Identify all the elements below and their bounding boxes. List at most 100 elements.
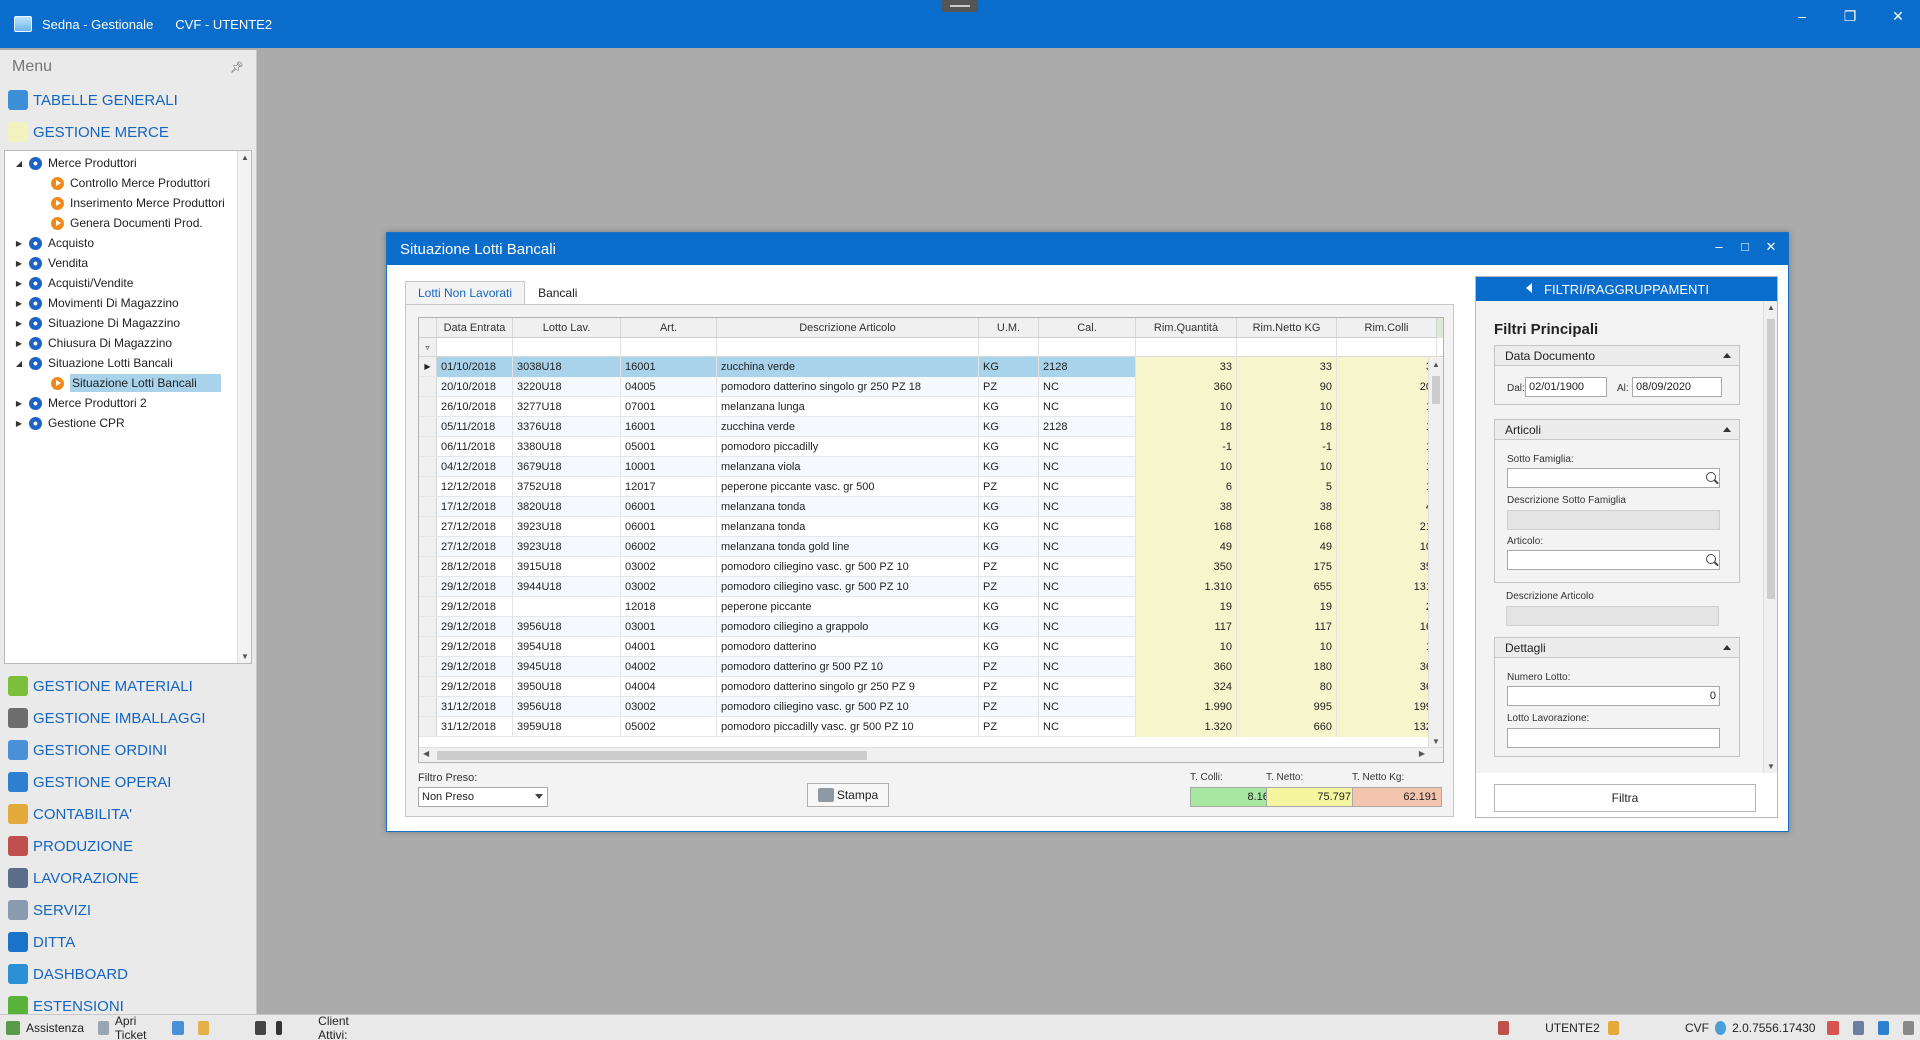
row-indicator[interactable] [419, 497, 437, 516]
collapse-up-icon[interactable] [1723, 645, 1731, 650]
assistenza-button[interactable]: Assistenza [6, 1020, 84, 1035]
calendar-alert-icon[interactable] [1827, 1020, 1839, 1035]
table-row[interactable]: 29/12/2018 3944U18 03002 pomodoro ciliegino… [419, 577, 1443, 597]
filter-cell[interactable] [979, 338, 1039, 357]
drag-handle-icon[interactable] [942, 0, 978, 12]
section-produzione[interactable]: PRODUZIONE [0, 830, 256, 862]
column-header-rim-colli[interactable]: Rim.Colli [1337, 318, 1437, 338]
expand-arrow-icon[interactable]: ▶ [15, 298, 23, 308]
current-row-icon[interactable]: ▶ [419, 357, 437, 376]
numero-lotto-input[interactable]: 0 [1507, 686, 1720, 706]
scroll-up-icon[interactable]: ▲ [1767, 303, 1775, 312]
table-row[interactable]: 28/12/2018 3915U18 03002 pomodoro ciliegino… [419, 557, 1443, 577]
column-header-lotto-lav[interactable]: Lotto Lav. [513, 318, 621, 338]
grid-scroll-right-icon[interactable]: ▶ [1418, 749, 1425, 758]
section-dashboard[interactable]: DASHBOARD [0, 958, 256, 990]
table-row[interactable]: 29/12/2018 12018 peperone piccante KG NC 19 19… [419, 597, 1443, 617]
collapse-up-icon[interactable] [1723, 427, 1731, 432]
table-row[interactable]: 04/12/2018 3679U18 10001 melanzana viola KG N… [419, 457, 1443, 477]
table-row[interactable]: 12/12/2018 3752U18 12017 peperone piccante … [419, 477, 1443, 497]
column-header-descrizione-articolo[interactable]: Descrizione Articolo [717, 318, 979, 338]
row-indicator[interactable] [419, 517, 437, 536]
mobile-icon[interactable] [275, 1020, 283, 1035]
group-dettagli-header[interactable]: Dettagli [1495, 638, 1739, 658]
collapse-left-icon[interactable] [1526, 283, 1532, 293]
filters-header[interactable]: FILTRI/RAGGRUPPAMENTI [1476, 277, 1777, 301]
table-row[interactable]: 27/12/2018 3923U18 06002 melanzana tonda go… [419, 537, 1443, 557]
section-estensioni[interactable]: ESTENSIONI [0, 990, 256, 1022]
row-indicator[interactable] [419, 377, 437, 396]
row-indicator[interactable] [419, 537, 437, 556]
column-header-art[interactable]: Art. [621, 318, 717, 338]
column-header-u-m[interactable]: U.M. [979, 318, 1039, 338]
row-indicator[interactable] [419, 437, 437, 456]
scroll-down-icon[interactable]: ▼ [241, 652, 249, 661]
section-gestione-operai[interactable]: GESTIONE OPERAI [0, 766, 256, 798]
settings-icon[interactable] [1902, 1020, 1914, 1035]
column-header-data-entrata[interactable]: Data Entrata [437, 318, 513, 338]
search-icon[interactable] [1706, 472, 1716, 482]
filter-cell[interactable] [1039, 338, 1136, 357]
table-row[interactable]: 29/12/2018 3950U18 04004 pomodoro datterino… [419, 677, 1443, 697]
row-indicator[interactable] [419, 657, 437, 676]
apri-ticket-button[interactable]: Apri Ticket [98, 1014, 158, 1040]
table-row[interactable]: ▶ 01/10/2018 3038U18 16001 zucchina verde KG 2… [419, 357, 1443, 377]
lotto-lavorazione-input[interactable] [1507, 728, 1720, 748]
tree-item-situazione-di-magazzino[interactable]: ▶ Situazione Di Magazzino [5, 313, 251, 333]
dialog-minimize-icon[interactable]: – [1715, 239, 1723, 254]
section-servizi[interactable]: SERVIZI [0, 894, 256, 926]
expand-arrow-icon[interactable]: ▶ [15, 398, 23, 408]
filtra-button[interactable]: Filtra [1494, 784, 1756, 812]
tree-item-controllo-merce-produttori[interactable]: Controllo Merce Produttori [5, 173, 251, 193]
table-row[interactable]: 06/11/2018 3380U18 05001 pomodoro piccadill… [419, 437, 1443, 457]
scroll-up-icon[interactable]: ▲ [241, 153, 249, 162]
row-indicator[interactable] [419, 637, 437, 656]
column-header-rim-quantit[interactable]: Rim.Quantità [1136, 318, 1237, 338]
section-gestione-imballaggi[interactable]: GESTIONE IMBALLAGGI [0, 702, 256, 734]
export-excel-icon[interactable] [1437, 318, 1443, 338]
filtro-preso-select[interactable]: Non Preso [418, 787, 548, 807]
section-lavorazione[interactable]: LAVORAZIONE [0, 862, 256, 894]
tab-bancali[interactable]: Bancali [538, 286, 578, 300]
row-indicator[interactable] [419, 557, 437, 576]
section-gestione-merce[interactable]: GESTIONE MERCE [0, 116, 256, 148]
dialog-maximize-icon[interactable]: □ [1741, 239, 1749, 254]
group-articoli-header[interactable]: Articoli [1495, 420, 1739, 440]
calculator-icon[interactable] [1852, 1020, 1864, 1035]
filters-scroll-thumb[interactable] [1767, 319, 1775, 599]
tree-item-merce-produttori[interactable]: ◢ Merce Produttori [5, 153, 251, 173]
stampa-button[interactable]: Stampa [807, 783, 889, 807]
grid-scroll-thumb[interactable] [1432, 376, 1440, 404]
filter-icon[interactable]: ▿ [419, 338, 437, 356]
sotto-famiglia-input[interactable] [1507, 468, 1720, 488]
collapse-up-icon[interactable] [1723, 353, 1731, 358]
grid-hscroll-thumb[interactable] [437, 751, 867, 760]
section-contabilita[interactable]: CONTABILITA' [0, 798, 256, 830]
section-gestione-materiali[interactable]: GESTIONE MATERIALI [0, 670, 256, 702]
expand-arrow-icon[interactable]: ▶ [15, 238, 23, 248]
tab-lotti-non-lavorati[interactable]: Lotti Non Lavorati [405, 281, 526, 305]
section-gestione-ordini[interactable]: GESTIONE ORDINI [0, 734, 256, 766]
tree-item-movimenti-di-magazzino[interactable]: ▶ Movimenti Di Magazzino [5, 293, 251, 313]
collapse-arrow-icon[interactable]: ◢ [15, 158, 23, 168]
section-ditta[interactable]: DITTA [0, 926, 256, 958]
tree-item-situazione-lotti-bancali[interactable]: ◢ Situazione Lotti Bancali [5, 353, 251, 373]
articolo-input[interactable] [1507, 550, 1720, 570]
expand-arrow-icon[interactable]: ▶ [15, 418, 23, 428]
tree-item-genera-documenti-prod[interactable]: Genera Documenti Prod. [5, 213, 251, 233]
section-tabelle-generali[interactable]: TABELLE GENERALI [0, 84, 256, 116]
filter-cell[interactable] [1136, 338, 1237, 357]
table-row[interactable]: 26/10/2018 3277U18 07001 melanzana lunga KG N… [419, 397, 1443, 417]
filter-cell[interactable] [1237, 338, 1337, 357]
tree-item-situazione-lotti-bancali[interactable]: Situazione Lotti Bancali [5, 373, 251, 393]
minimize-icon[interactable]: – [1798, 8, 1806, 24]
tree-scrollbar[interactable]: ▲ ▼ [237, 151, 251, 663]
tree-item-acquisti-vendite[interactable]: ▶ Acquisti/Vendite [5, 273, 251, 293]
table-row[interactable]: 17/12/2018 3820U18 06001 melanzana tonda KG N… [419, 497, 1443, 517]
grid-scroll-down-icon[interactable]: ▼ [1432, 737, 1440, 746]
database-icon[interactable] [172, 1020, 184, 1035]
tree-item-inserimento-merce-produttori[interactable]: Inserimento Merce Produttori [5, 193, 251, 213]
grid-scroll-up-icon[interactable]: ▲ [1432, 360, 1440, 369]
expand-arrow-icon[interactable]: ▶ [15, 318, 23, 328]
table-row[interactable]: 29/12/2018 3954U18 04001 pomodoro datterino… [419, 637, 1443, 657]
